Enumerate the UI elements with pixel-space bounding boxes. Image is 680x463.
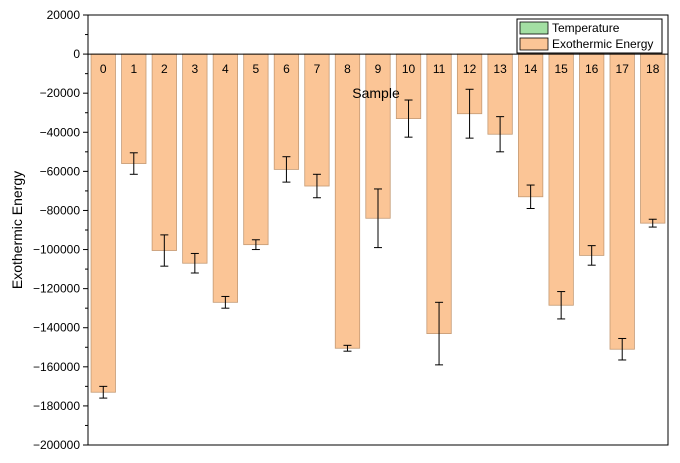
x-tick-labels: 0 1 2 3 4 5 6 7 8 9 10 11 12 13 14 15 16 17 18 xyxy=(100,62,660,76)
y-tick-label: −160000 xyxy=(33,360,80,374)
x-tick-label: 1 xyxy=(130,62,137,76)
x-tick-label: 12 xyxy=(463,62,477,76)
legend: Temperature Exothermic Energy xyxy=(516,18,663,54)
legend-label-temperature: Temperature xyxy=(552,21,620,35)
x-axis-title: Sample xyxy=(352,85,400,101)
legend-swatch-exothermic-energy xyxy=(519,37,549,51)
bar-sample-11 xyxy=(426,53,452,334)
bar-sample-2 xyxy=(151,53,177,251)
y-tick-label: −60000 xyxy=(40,164,81,178)
x-tick-label: 17 xyxy=(616,62,630,76)
legend-label-exothermic-energy: Exothermic Energy xyxy=(552,37,653,51)
x-tick-label: 11 xyxy=(433,62,446,76)
bar-sample-3 xyxy=(182,53,208,264)
y-tick-label: −140000 xyxy=(33,321,80,335)
bar-sample-17 xyxy=(609,53,635,350)
x-tick-label: 6 xyxy=(283,62,290,76)
x-tick-label: 15 xyxy=(554,62,568,76)
bar-sample-4 xyxy=(212,53,238,303)
y-tick-label: −180000 xyxy=(33,399,80,413)
x-tick-label: 13 xyxy=(493,62,507,76)
y-axis-title: Exothermic Energy xyxy=(9,171,25,289)
y-tick-label: −80000 xyxy=(40,203,81,217)
x-tick-label: 4 xyxy=(222,62,229,76)
error-bars-group xyxy=(99,88,657,399)
bar-sample-15 xyxy=(548,53,574,306)
x-tick-label: 9 xyxy=(375,62,382,76)
x-tick-label: 0 xyxy=(100,62,107,76)
x-tick-label: 2 xyxy=(161,62,168,76)
y-axis: 20000 0 −20000 −40000 −60000 −80000 −100000 −12… xyxy=(33,8,88,452)
x-tick-label: 14 xyxy=(524,62,538,76)
bar-sample-8 xyxy=(334,53,361,349)
y-tick-label: −200000 xyxy=(33,438,80,452)
y-tick-label: −120000 xyxy=(33,282,80,296)
x-tick-label: 8 xyxy=(344,62,351,76)
y-tick-label: 20000 xyxy=(47,8,81,22)
bar-sample-18 xyxy=(640,53,666,224)
legend-swatch-temperature xyxy=(519,21,549,35)
bar-sample-14 xyxy=(518,53,544,198)
y-tick-label: −20000 xyxy=(40,86,81,100)
y-tick-label: −40000 xyxy=(40,125,81,139)
y-tick-label: −100000 xyxy=(33,243,80,257)
x-tick-label: 10 xyxy=(402,62,416,76)
x-tick-label: 7 xyxy=(314,62,321,76)
x-tick-label: 5 xyxy=(253,62,260,76)
x-tick-label: 18 xyxy=(646,62,660,76)
bar-sample-16 xyxy=(579,53,605,256)
y-tick-label: 0 xyxy=(73,47,80,61)
bar-sample-5 xyxy=(243,53,269,246)
bar-sample-0 xyxy=(90,53,116,393)
x-tick-label: 3 xyxy=(191,62,198,76)
bar-sample-6 xyxy=(273,53,300,170)
bars-group xyxy=(90,53,666,393)
x-tick-label: 16 xyxy=(585,62,599,76)
